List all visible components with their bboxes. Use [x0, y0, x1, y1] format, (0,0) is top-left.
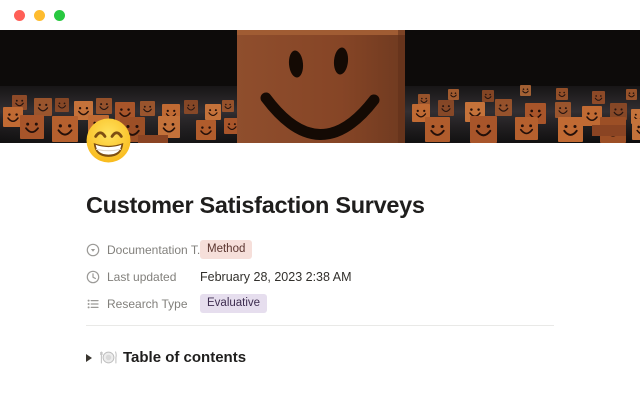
smiley-cubes-cover-art: [0, 30, 640, 143]
properties-list: Documentation T... Method Last updated F…: [86, 236, 556, 317]
property-label: Last updated: [107, 269, 177, 284]
page-cover-image: [0, 30, 640, 143]
select-icon: [86, 243, 100, 257]
toggle-label: Table of contents: [123, 349, 247, 366]
page-title[interactable]: Customer Satisfaction Surveys: [86, 192, 425, 218]
property-row-documentation-type[interactable]: Documentation T... Method: [86, 236, 556, 263]
multiselect-icon: [86, 297, 100, 311]
table-of-contents-toggle[interactable]: Table of contents: [86, 349, 246, 366]
content-divider: [86, 325, 554, 326]
property-row-last-updated[interactable]: Last updated February 28, 2023 2:38 AM: [86, 263, 556, 290]
beaming-face-emoji-icon: [86, 118, 131, 163]
clock-icon: [86, 270, 100, 284]
zoom-window-button[interactable]: [54, 9, 65, 21]
evaluative-tag[interactable]: Evaluative: [200, 293, 268, 314]
big-smiley-cube: [237, 30, 405, 143]
page-icon-emoji[interactable]: [85, 117, 132, 164]
property-label: Documentation T...: [107, 242, 200, 257]
property-label: Research Type: [107, 296, 188, 311]
fork-knife-plate-emoji-icon: [100, 349, 117, 366]
last-updated-value[interactable]: February 28, 2023 2:38 AM: [200, 269, 352, 284]
minimize-window-button[interactable]: [34, 9, 45, 21]
title-bar: [0, 0, 640, 30]
close-window-button[interactable]: [14, 9, 25, 21]
toggle-arrow-icon[interactable]: [86, 353, 92, 362]
property-row-research-type[interactable]: Research Type Evaluative: [86, 290, 556, 317]
method-tag[interactable]: Method: [200, 239, 253, 260]
